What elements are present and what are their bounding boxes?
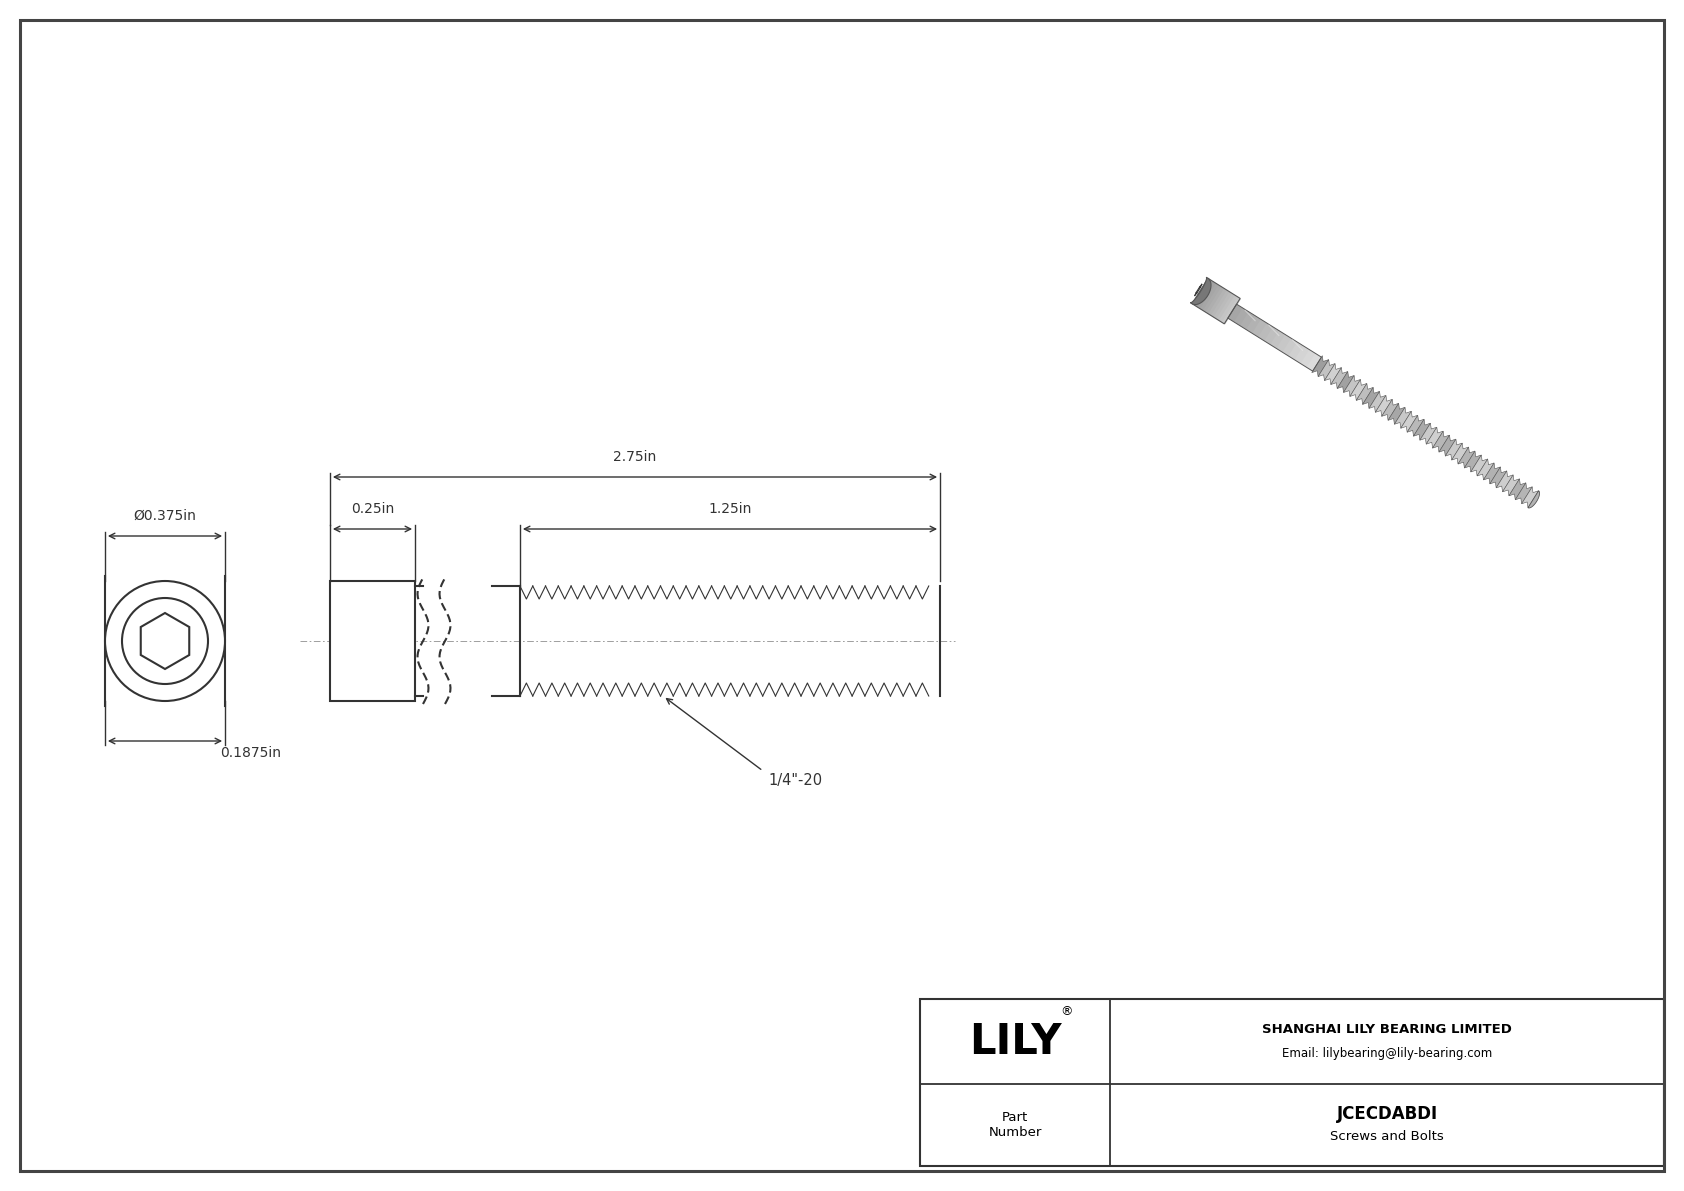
Polygon shape [1292,339,1303,351]
Polygon shape [1362,387,1379,409]
Polygon shape [1219,295,1238,323]
Circle shape [121,598,209,684]
Text: LILY: LILY [968,1021,1061,1062]
Text: SHANGHAI LILY BEARING LIMITED: SHANGHAI LILY BEARING LIMITED [1261,1023,1512,1036]
Polygon shape [1206,287,1224,314]
Polygon shape [1194,280,1214,307]
Polygon shape [1191,278,1211,305]
Text: 2.75in: 2.75in [613,450,657,464]
Polygon shape [1420,423,1436,444]
Text: 1/4"-20: 1/4"-20 [768,773,822,788]
Polygon shape [1394,407,1411,429]
Text: 1.25in: 1.25in [709,501,751,516]
Polygon shape [1495,470,1514,492]
Text: Ø0.375in: Ø0.375in [133,509,197,523]
Polygon shape [1477,459,1494,480]
Polygon shape [1433,431,1450,453]
Bar [330,581,414,701]
Polygon shape [1465,451,1482,472]
Polygon shape [1356,384,1372,405]
Polygon shape [1192,279,1211,306]
Polygon shape [1197,281,1218,310]
Polygon shape [141,613,189,669]
Polygon shape [1490,467,1507,488]
Polygon shape [1413,419,1430,441]
Polygon shape [1458,447,1475,468]
Polygon shape [1270,331,1287,349]
Polygon shape [1202,285,1223,313]
Polygon shape [1401,411,1418,432]
Polygon shape [1502,475,1519,495]
Polygon shape [1216,293,1236,322]
Polygon shape [1408,416,1425,436]
Polygon shape [1369,392,1386,412]
Polygon shape [1438,435,1457,456]
Polygon shape [1214,292,1233,319]
Polygon shape [1381,399,1399,420]
Polygon shape [1258,323,1273,342]
Polygon shape [1527,491,1539,509]
Polygon shape [1351,380,1367,400]
Polygon shape [1300,350,1317,368]
Polygon shape [1201,283,1219,311]
Polygon shape [1376,395,1393,417]
Polygon shape [1516,482,1532,504]
Polygon shape [1344,375,1361,397]
Polygon shape [1221,297,1241,324]
Polygon shape [1253,319,1268,337]
Polygon shape [1312,356,1329,376]
Text: Email: lilybearing@lily-bearing.com: Email: lilybearing@lily-bearing.com [1282,1047,1492,1060]
Text: ®: ® [1061,1005,1073,1018]
Polygon shape [1388,404,1404,424]
Polygon shape [1268,324,1280,336]
Polygon shape [1445,439,1462,460]
Polygon shape [1246,316,1261,333]
Text: 0.25in: 0.25in [350,501,394,516]
Polygon shape [1452,443,1468,464]
Polygon shape [1324,363,1342,385]
Circle shape [104,581,226,701]
Text: 0.1875in: 0.1875in [221,746,281,760]
Polygon shape [1207,288,1228,316]
Polygon shape [1295,345,1310,364]
Polygon shape [1228,304,1243,323]
Polygon shape [1330,368,1347,388]
Polygon shape [1288,342,1303,361]
Polygon shape [1426,428,1443,448]
Polygon shape [1239,312,1256,330]
Polygon shape [1484,463,1500,484]
Polygon shape [1522,487,1539,507]
Polygon shape [1234,308,1250,326]
Polygon shape [1276,335,1292,353]
Text: Screws and Bolts: Screws and Bolts [1330,1130,1443,1143]
Polygon shape [1307,354,1322,372]
Text: Part
Number: Part Number [989,1111,1042,1139]
Polygon shape [1319,360,1335,381]
Polygon shape [1337,372,1354,393]
Polygon shape [1283,338,1298,356]
Text: JCECDABDI: JCECDABDI [1337,1105,1438,1123]
Polygon shape [1509,479,1526,500]
Bar [919,999,1664,1166]
Polygon shape [1211,291,1231,318]
Polygon shape [1244,310,1256,322]
Polygon shape [1470,455,1487,476]
Polygon shape [1265,326,1280,345]
